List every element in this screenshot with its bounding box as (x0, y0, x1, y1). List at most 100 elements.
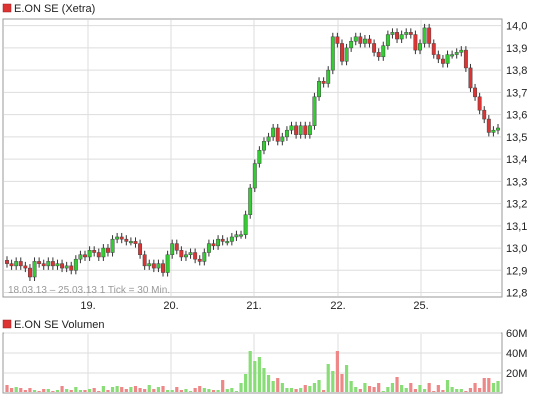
volume-bar (409, 383, 413, 392)
candle (294, 121, 299, 139)
candle (142, 250, 147, 270)
candle-body (294, 125, 299, 135)
volume-bar (308, 386, 312, 392)
candle (119, 232, 124, 244)
volume-bar (161, 386, 165, 392)
candle-body (133, 241, 138, 244)
candle-body (188, 252, 193, 255)
candle (340, 39, 344, 66)
candle-body (390, 32, 395, 35)
candle-body (206, 243, 211, 253)
volume-bar (248, 351, 252, 392)
candle-body (381, 45, 386, 58)
volume-bar (129, 387, 133, 392)
price-chart-title: E.ON SE (Xetra) (14, 3, 95, 15)
candle (262, 137, 266, 155)
volume-bar (239, 383, 243, 392)
candle-body (5, 260, 9, 264)
volume-bar (152, 389, 156, 392)
volume-bar (184, 389, 188, 392)
candle (413, 30, 418, 55)
candle-body (422, 27, 427, 44)
volume-bar (110, 387, 115, 392)
candle (41, 259, 46, 270)
candle-body (87, 250, 92, 258)
volume-bar (262, 368, 266, 392)
volume-bar (170, 390, 174, 392)
price-y-tick-label: 13,1 (506, 221, 527, 233)
volume-bar (354, 387, 358, 392)
volume-bar (216, 390, 220, 392)
volume-bar (143, 389, 147, 392)
volume-bar (326, 364, 330, 392)
candle (128, 237, 133, 246)
volume-bar (473, 383, 477, 392)
volume-bar (202, 388, 206, 392)
volume-bar (400, 385, 404, 392)
volume-bar (299, 388, 303, 392)
volume-bar (491, 383, 496, 392)
candle-body (496, 127, 500, 131)
volume-bar (441, 390, 445, 392)
candle-body (317, 81, 321, 98)
candle-body (184, 254, 188, 258)
candle (280, 132, 285, 146)
candle-body (486, 118, 491, 133)
volume-bar (468, 388, 473, 392)
candle (32, 257, 37, 281)
price-y-tick-label: 13,0 (506, 243, 527, 255)
candle (229, 232, 234, 246)
volume-bar (372, 387, 376, 392)
volume-bar (221, 380, 225, 392)
volume-bar (234, 391, 239, 392)
volume-bar (198, 386, 202, 392)
candle (284, 126, 289, 141)
candle-body (115, 236, 120, 240)
candle-body (32, 261, 37, 278)
candle-body (83, 254, 87, 258)
candle (184, 250, 188, 261)
volume-bar (317, 380, 321, 392)
volume-bar (19, 388, 23, 392)
volume-bar (244, 374, 248, 392)
candle-body (427, 27, 432, 44)
candle-body (395, 32, 399, 40)
candle-body (60, 263, 65, 269)
volume-bar (404, 388, 408, 392)
candle-body (101, 247, 106, 258)
volume-bar (207, 389, 211, 392)
candle (404, 28, 409, 39)
volume-bar (413, 389, 418, 392)
volume-bar (422, 389, 427, 392)
candle-body (78, 254, 83, 260)
x-tick-label: 21. (246, 300, 261, 312)
candle-body (46, 261, 51, 267)
candle (73, 255, 78, 275)
candle-body (408, 32, 413, 35)
candle (106, 244, 110, 257)
candle (23, 261, 28, 273)
candle (440, 55, 445, 68)
candle-body (271, 127, 276, 138)
candle (372, 39, 377, 57)
volume-bar (46, 389, 50, 392)
candle (463, 46, 468, 72)
candle (216, 235, 221, 250)
candle-body (165, 254, 170, 273)
candle (362, 35, 367, 48)
candle-body (37, 261, 42, 264)
candle (9, 259, 14, 270)
candle-body (450, 54, 455, 57)
volume-bar (432, 391, 436, 392)
candle-body (18, 261, 23, 267)
price-y-tick-label: 13,8 (506, 65, 527, 77)
candle-body (454, 52, 459, 55)
volume-bar (188, 391, 193, 392)
candle (101, 244, 106, 261)
candle-body (216, 238, 221, 247)
candle-body (459, 49, 464, 53)
volume-bar (344, 365, 349, 392)
volume-bar (464, 391, 468, 392)
candle-body (376, 52, 381, 58)
